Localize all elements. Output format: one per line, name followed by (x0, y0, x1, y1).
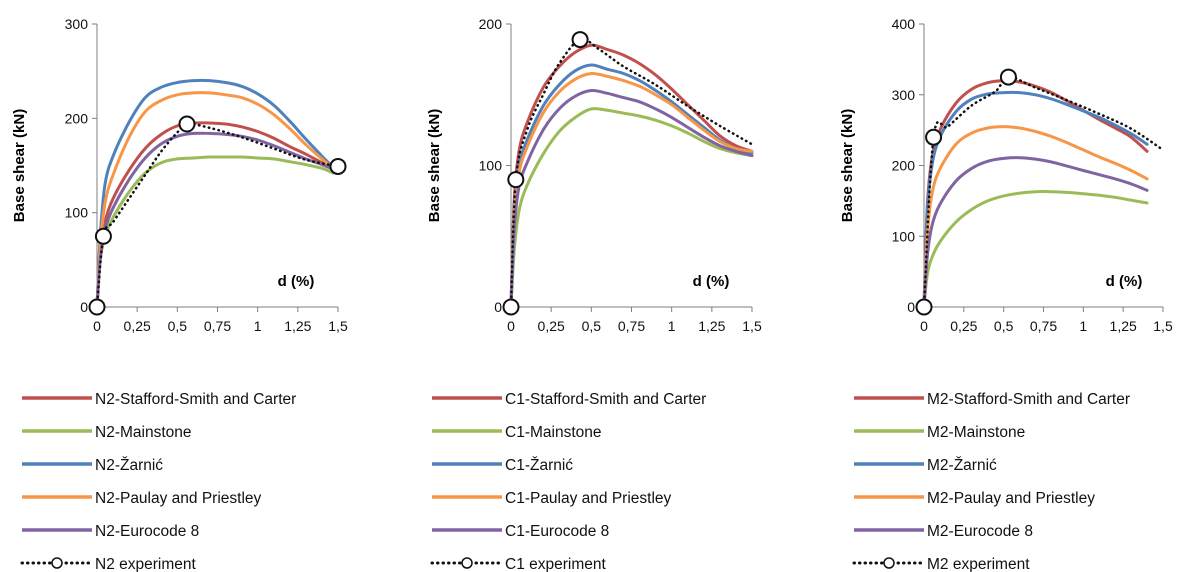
series-line-1 (509, 107, 754, 309)
series-line-0 (95, 121, 335, 309)
x-axis-label: d (%) (278, 273, 315, 290)
legend-entry-label: N2-Stafford-Smith and Carter (95, 391, 296, 408)
legend-marker (51, 557, 63, 569)
x-tick-label: 0 (93, 318, 101, 334)
legend-entry-label: C1 experiment (505, 556, 606, 572)
x-tick-label: 0,25 (124, 318, 151, 334)
y-tick-label: 100 (892, 228, 916, 244)
legend-entry-label: M2-Žarnić (927, 457, 997, 474)
legend-entry-label: M2-Stafford-Smith and Carter (927, 391, 1130, 408)
series-line-2 (922, 90, 1149, 309)
y-axis-label: Base shear (kN) (426, 109, 443, 222)
series-line-4 (922, 156, 1149, 309)
y-axis-label: Base shear (kN) (839, 109, 856, 222)
legend-entry-label: N2-Eurocode 8 (95, 523, 199, 540)
series-line-3 (509, 71, 754, 309)
x-axis-label: d (%) (693, 273, 730, 290)
y-tick-label: 100 (479, 158, 503, 174)
experiment-marker (329, 157, 347, 175)
legend-entry-label: C1-Mainstone (505, 424, 602, 441)
y-tick-label: 0 (907, 299, 915, 315)
y-tick-label: 300 (892, 87, 916, 103)
x-tick-label: 0,75 (618, 318, 645, 334)
legend-entry-label: M2-Eurocode 8 (927, 523, 1033, 540)
x-tick-label: 0,25 (538, 318, 565, 334)
x-tick-label: 1,5 (1153, 318, 1173, 334)
x-tick-label: 0,5 (168, 318, 188, 334)
legend-entry-label: C1-Eurocode 8 (505, 523, 609, 540)
series-line-3 (922, 125, 1149, 309)
experiment-marker (502, 298, 520, 316)
legend-entry-label: M2 experiment (927, 556, 1030, 572)
x-tick-label: 0,75 (1030, 318, 1057, 334)
legend-c1: C1-Stafford-Smith and Carter C1-Mainstone… (430, 391, 706, 572)
y-tick-label: 100 (65, 205, 89, 221)
experiment-marker (88, 298, 106, 316)
y-tick-label: 300 (65, 16, 89, 32)
x-tick-label: 1,5 (328, 318, 348, 334)
x-tick-label: 1,25 (698, 318, 725, 334)
legend-n2: N2-Stafford-Smith and Carter N2-Mainstone… (20, 391, 296, 572)
legend-entry-label: C1-Žarnić (505, 457, 573, 474)
x-tick-label: 1 (1079, 318, 1087, 334)
series-line-4 (509, 88, 754, 309)
series-line-0 (509, 43, 754, 309)
legend-entry-label: M2-Mainstone (927, 424, 1025, 441)
experiment-marker (178, 115, 196, 133)
legend-entry-label: C1-Stafford-Smith and Carter (505, 391, 706, 408)
x-tick-label: 1 (254, 318, 262, 334)
legend-entry-label: N2-Mainstone (95, 424, 192, 441)
x-tick-label: 1,25 (1110, 318, 1137, 334)
series-line-2 (95, 78, 335, 309)
legend-marker (883, 557, 895, 569)
chart-c1: 0 100 200 0 0,25 0,5 0,75 1 1,25 1,5 Base shear (k… (426, 16, 762, 334)
y-axis-label: Base shear (kN) (11, 109, 28, 222)
y-tick-label: 0 (494, 299, 502, 315)
legend-m2: M2-Stafford-Smith and Carter M2-Mainstone… (852, 391, 1130, 572)
chart-m2: 0 100 200 300 400 0 0,25 0,5 0,75 1 1,25 1,5 Base sh… (839, 16, 1173, 334)
experiment-marker (925, 128, 943, 146)
series-line-3 (95, 91, 335, 309)
series-line-4 (95, 131, 335, 309)
experiment-marker (571, 31, 589, 49)
x-tick-label: 1,25 (284, 318, 311, 334)
legend-entry-label: N2 experiment (95, 556, 196, 572)
experiment-marker (507, 171, 525, 189)
x-tick-label: 0,5 (582, 318, 602, 334)
x-tick-label: 0 (920, 318, 928, 334)
x-tick-label: 0 (507, 318, 515, 334)
series-line-5 (95, 122, 340, 309)
y-tick-label: 400 (892, 16, 916, 32)
experiment-marker (999, 68, 1017, 86)
y-tick-label: 200 (892, 158, 916, 174)
experiment-marker (915, 298, 933, 316)
series-line-1 (922, 190, 1149, 309)
x-tick-label: 0,75 (204, 318, 231, 334)
x-tick-label: 1 (668, 318, 676, 334)
legend-entry-label: M2-Paulay and Priestley (927, 490, 1095, 507)
chart-n2: 0 100 200 300 0 0,25 0,5 0,75 1 1,25 1,5 Base shear… (11, 16, 348, 334)
legend-entry-label: C1-Paulay and Priestley (505, 490, 672, 507)
x-tick-label: 0,5 (994, 318, 1014, 334)
y-tick-label: 0 (80, 299, 88, 315)
x-tick-label: 1,5 (742, 318, 762, 334)
series-line-1 (95, 155, 335, 309)
series-line-2 (509, 63, 754, 309)
experiment-marker (94, 227, 112, 245)
legend-entry-label: N2-Žarnić (95, 457, 163, 474)
y-tick-label: 200 (65, 110, 89, 126)
legend-entry-label: N2-Paulay and Priestley (95, 490, 262, 507)
y-tick-label: 200 (479, 16, 503, 32)
x-tick-label: 0,25 (950, 318, 977, 334)
legend-marker (461, 557, 473, 569)
x-axis-label: d (%) (1106, 273, 1143, 290)
